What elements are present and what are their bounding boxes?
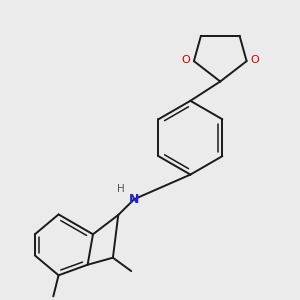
Text: N: N xyxy=(129,193,140,206)
Text: O: O xyxy=(250,56,259,65)
Text: O: O xyxy=(182,56,190,65)
Text: H: H xyxy=(117,184,125,194)
